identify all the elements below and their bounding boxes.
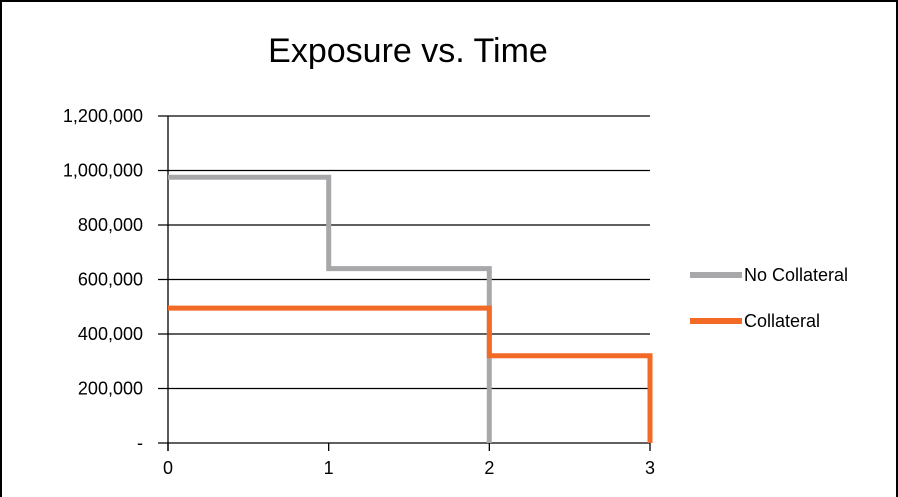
y-tick-label-5: 1,000,000	[63, 161, 143, 181]
legend-label-no-collateral: No Collateral	[744, 264, 849, 285]
legend-swatch-no-collateral	[690, 272, 742, 278]
series-line-collateral	[168, 305, 653, 443]
legend-swatch-collateral	[690, 318, 742, 324]
x-tick-label-2: 2	[484, 458, 494, 478]
y-tick-label-0: -	[137, 433, 143, 453]
legend-item-collateral: Collateral	[690, 308, 848, 334]
y-tick-label-2: 400,000	[78, 324, 143, 344]
chart-title: Exposure vs. Time	[268, 32, 548, 70]
y-tick-label-6: 1,200,000	[63, 106, 143, 126]
x-tick-label-0: 0	[163, 458, 173, 478]
y-tick-label-3: 600,000	[78, 270, 143, 290]
y-tick-label-4: 800,000	[78, 215, 143, 235]
x-tick-label-1: 1	[324, 458, 334, 478]
legend-label-collateral: Collateral	[744, 310, 821, 331]
y-tick-label-1: 200,000	[78, 379, 143, 399]
x-tick-label-3: 3	[645, 458, 655, 478]
legend-item-no-collateral: No Collateral	[690, 262, 848, 288]
chart-legend: No Collateral Collateral	[690, 262, 848, 354]
